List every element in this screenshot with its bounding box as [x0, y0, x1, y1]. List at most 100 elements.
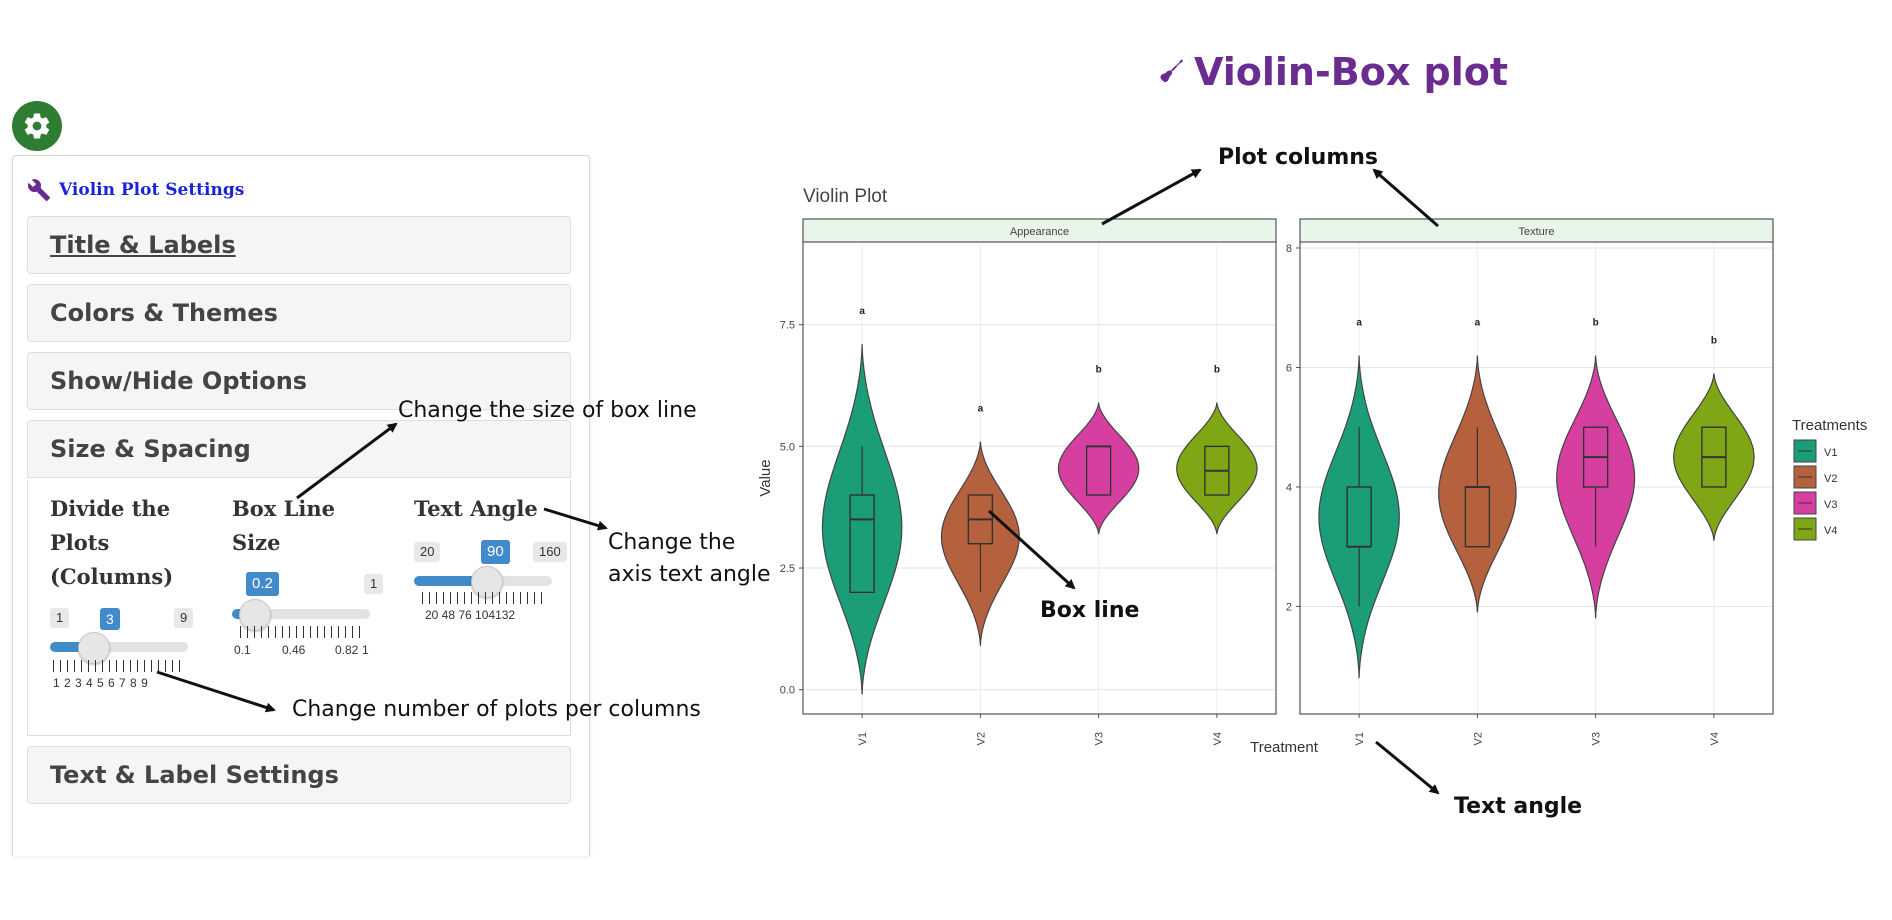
legend-label-V1: V1 — [1824, 447, 1837, 459]
xtick-label-0-0: V1 — [857, 732, 869, 745]
columns-slider-max: 9 — [174, 608, 194, 628]
page-title-text: Violin-Box plot — [1194, 50, 1509, 94]
letter-1-V3: b — [1593, 318, 1599, 329]
annotation-plots-per-columns: Change number of plots per columns — [292, 697, 701, 722]
section-text-label-settings-label: Text & Label Settings — [50, 761, 339, 789]
section-colors-themes[interactable]: Colors & Themes — [27, 284, 571, 342]
text-angle-slider-min: 20 — [414, 542, 441, 562]
legend-label-V2: V2 — [1824, 473, 1837, 485]
letter-0-V2: a — [978, 404, 984, 415]
box-line-slider-value: 0.2 — [246, 572, 279, 596]
letter-0-V3: b — [1096, 365, 1102, 376]
letter-0-V4: b — [1214, 365, 1220, 376]
arrow-plot-columns-right — [1372, 168, 1439, 228]
columns-slider-label: Divide the Plots (Columns) — [50, 496, 174, 589]
xtick-label-0-1: V2 — [975, 732, 987, 745]
legend-label-V4: V4 — [1824, 525, 1837, 537]
columns-slider-ticks — [53, 660, 185, 672]
settings-panel-title: Violin Plot Settings — [59, 180, 245, 200]
arrow-text-angle — [1375, 740, 1440, 795]
text-angle-slider-ticks — [422, 592, 546, 604]
xtick-label-0-2: V3 — [1094, 732, 1106, 745]
section-show-hide-label: Show/Hide Options — [50, 367, 308, 395]
letter-1-V2: a — [1475, 318, 1481, 329]
annotation-box-line: Box line — [1040, 598, 1140, 623]
section-show-hide-options[interactable]: Show/Hide Options — [27, 352, 571, 410]
columns-slider-min: 1 — [50, 608, 70, 628]
guitar-icon — [1160, 59, 1184, 83]
ytick-label-0-0: 0.0 — [780, 685, 795, 697]
settings-panel-header: Violin Plot Settings — [27, 178, 244, 202]
section-text-label-settings[interactable]: Text & Label Settings — [27, 746, 571, 804]
box-1-V1 — [1346, 486, 1372, 548]
section-title-labels[interactable]: Title & Labels — [27, 216, 571, 274]
columns-slider-value: 3 — [100, 608, 120, 630]
section-size-spacing[interactable]: Size & Spacing — [27, 420, 571, 478]
columns-slider-track[interactable] — [50, 642, 188, 652]
columns-slider-fill — [50, 642, 92, 652]
box-line-tick-1: 0.46 — [282, 643, 306, 657]
facet-label-1: Texture — [1518, 226, 1554, 238]
box-0-V3 — [1085, 445, 1112, 496]
arrow-box-line-size — [296, 422, 398, 500]
annotation-plot-columns: Plot columns — [1218, 145, 1378, 170]
gear-icon — [24, 113, 50, 139]
box-line-tick-0: 0.1 — [234, 643, 251, 657]
legend-title: Treatments — [1792, 417, 1867, 434]
arrow-box-line — [987, 509, 1076, 590]
xtick-label-1-2: V3 — [1591, 732, 1603, 745]
text-angle-slider-fill — [414, 576, 484, 586]
box-line-tick-3: 1 — [362, 643, 369, 657]
xtick-label-1-1: V2 — [1472, 732, 1484, 745]
text-angle-slider-max: 160 — [533, 542, 567, 562]
letter-1-V1: a — [1356, 318, 1362, 329]
ytick-label-0-1: 2.5 — [780, 563, 795, 575]
ytick-label-1-0: 2 — [1286, 601, 1292, 613]
settings-toggle-button[interactable] — [12, 101, 62, 151]
box-line-slider-label: Box Line Size — [232, 496, 335, 555]
ytick-label-1-3: 8 — [1286, 243, 1292, 255]
chart-title: Violin Plot — [803, 186, 888, 207]
ytick-label-1-1: 4 — [1286, 482, 1292, 494]
xtick-label-1-0: V1 — [1354, 732, 1366, 745]
annotation-axis-angle-line1: Change the — [608, 530, 736, 555]
text-angle-slider-value: 90 — [481, 540, 510, 564]
x-axis-title: Treatment — [1250, 739, 1319, 756]
wrench-icon — [27, 179, 50, 201]
panel-border-0 — [802, 241, 1277, 715]
annotation-box-line-size: Change the size of box line — [398, 398, 697, 423]
section-title-labels-label: Title & Labels — [50, 231, 236, 259]
panel-border-1 — [1299, 241, 1774, 715]
xtick-label-1-3: V4 — [1709, 732, 1721, 745]
letter-1-V4: b — [1711, 335, 1717, 346]
arrow-plot-columns-left — [1101, 168, 1202, 226]
ytick-label-0-3: 7.5 — [780, 320, 795, 332]
facet-label-0: Appearance — [1010, 226, 1069, 238]
letter-0-V1: a — [859, 306, 865, 317]
box-line-tick-2: 0.82 — [335, 643, 359, 657]
legend-label-V3: V3 — [1824, 499, 1837, 511]
text-angle-slider-label: Text Angle — [414, 496, 538, 521]
columns-slider-tick-labels: 1 2 3 4 5 6 7 8 9 — [53, 676, 148, 690]
box-line-slider-handle[interactable] — [239, 599, 271, 631]
settings-panel: Violin Plot Settings Title & Labels Colo… — [12, 155, 590, 856]
annotation-text-angle: Text angle — [1454, 794, 1583, 819]
box-line-slider-track[interactable] — [232, 609, 370, 619]
page-title: Violin-Box plot — [1158, 50, 1508, 94]
arrow-columns-slider — [156, 670, 276, 713]
ytick-label-1-2: 6 — [1286, 362, 1292, 374]
size-spacing-body: Divide the Plots (Columns) 1 9 3 1 2 3 4… — [27, 480, 571, 736]
y-axis-title: Value — [757, 459, 774, 496]
annotation-axis-angle-line2: axis text angle — [608, 562, 771, 587]
box-0-V1 — [849, 494, 875, 594]
box-line-slider-max: 1 — [364, 574, 384, 594]
section-colors-themes-label: Colors & Themes — [50, 299, 278, 327]
text-angle-slider-tick-labels: 20 48 76 104132 — [425, 608, 516, 622]
box-line-slider-ticks — [240, 626, 364, 638]
columns-slider-handle[interactable] — [78, 632, 110, 664]
arrow-text-angle-slider — [543, 507, 608, 531]
section-size-spacing-label: Size & Spacing — [50, 435, 251, 463]
xtick-label-0-3: V4 — [1212, 732, 1224, 745]
